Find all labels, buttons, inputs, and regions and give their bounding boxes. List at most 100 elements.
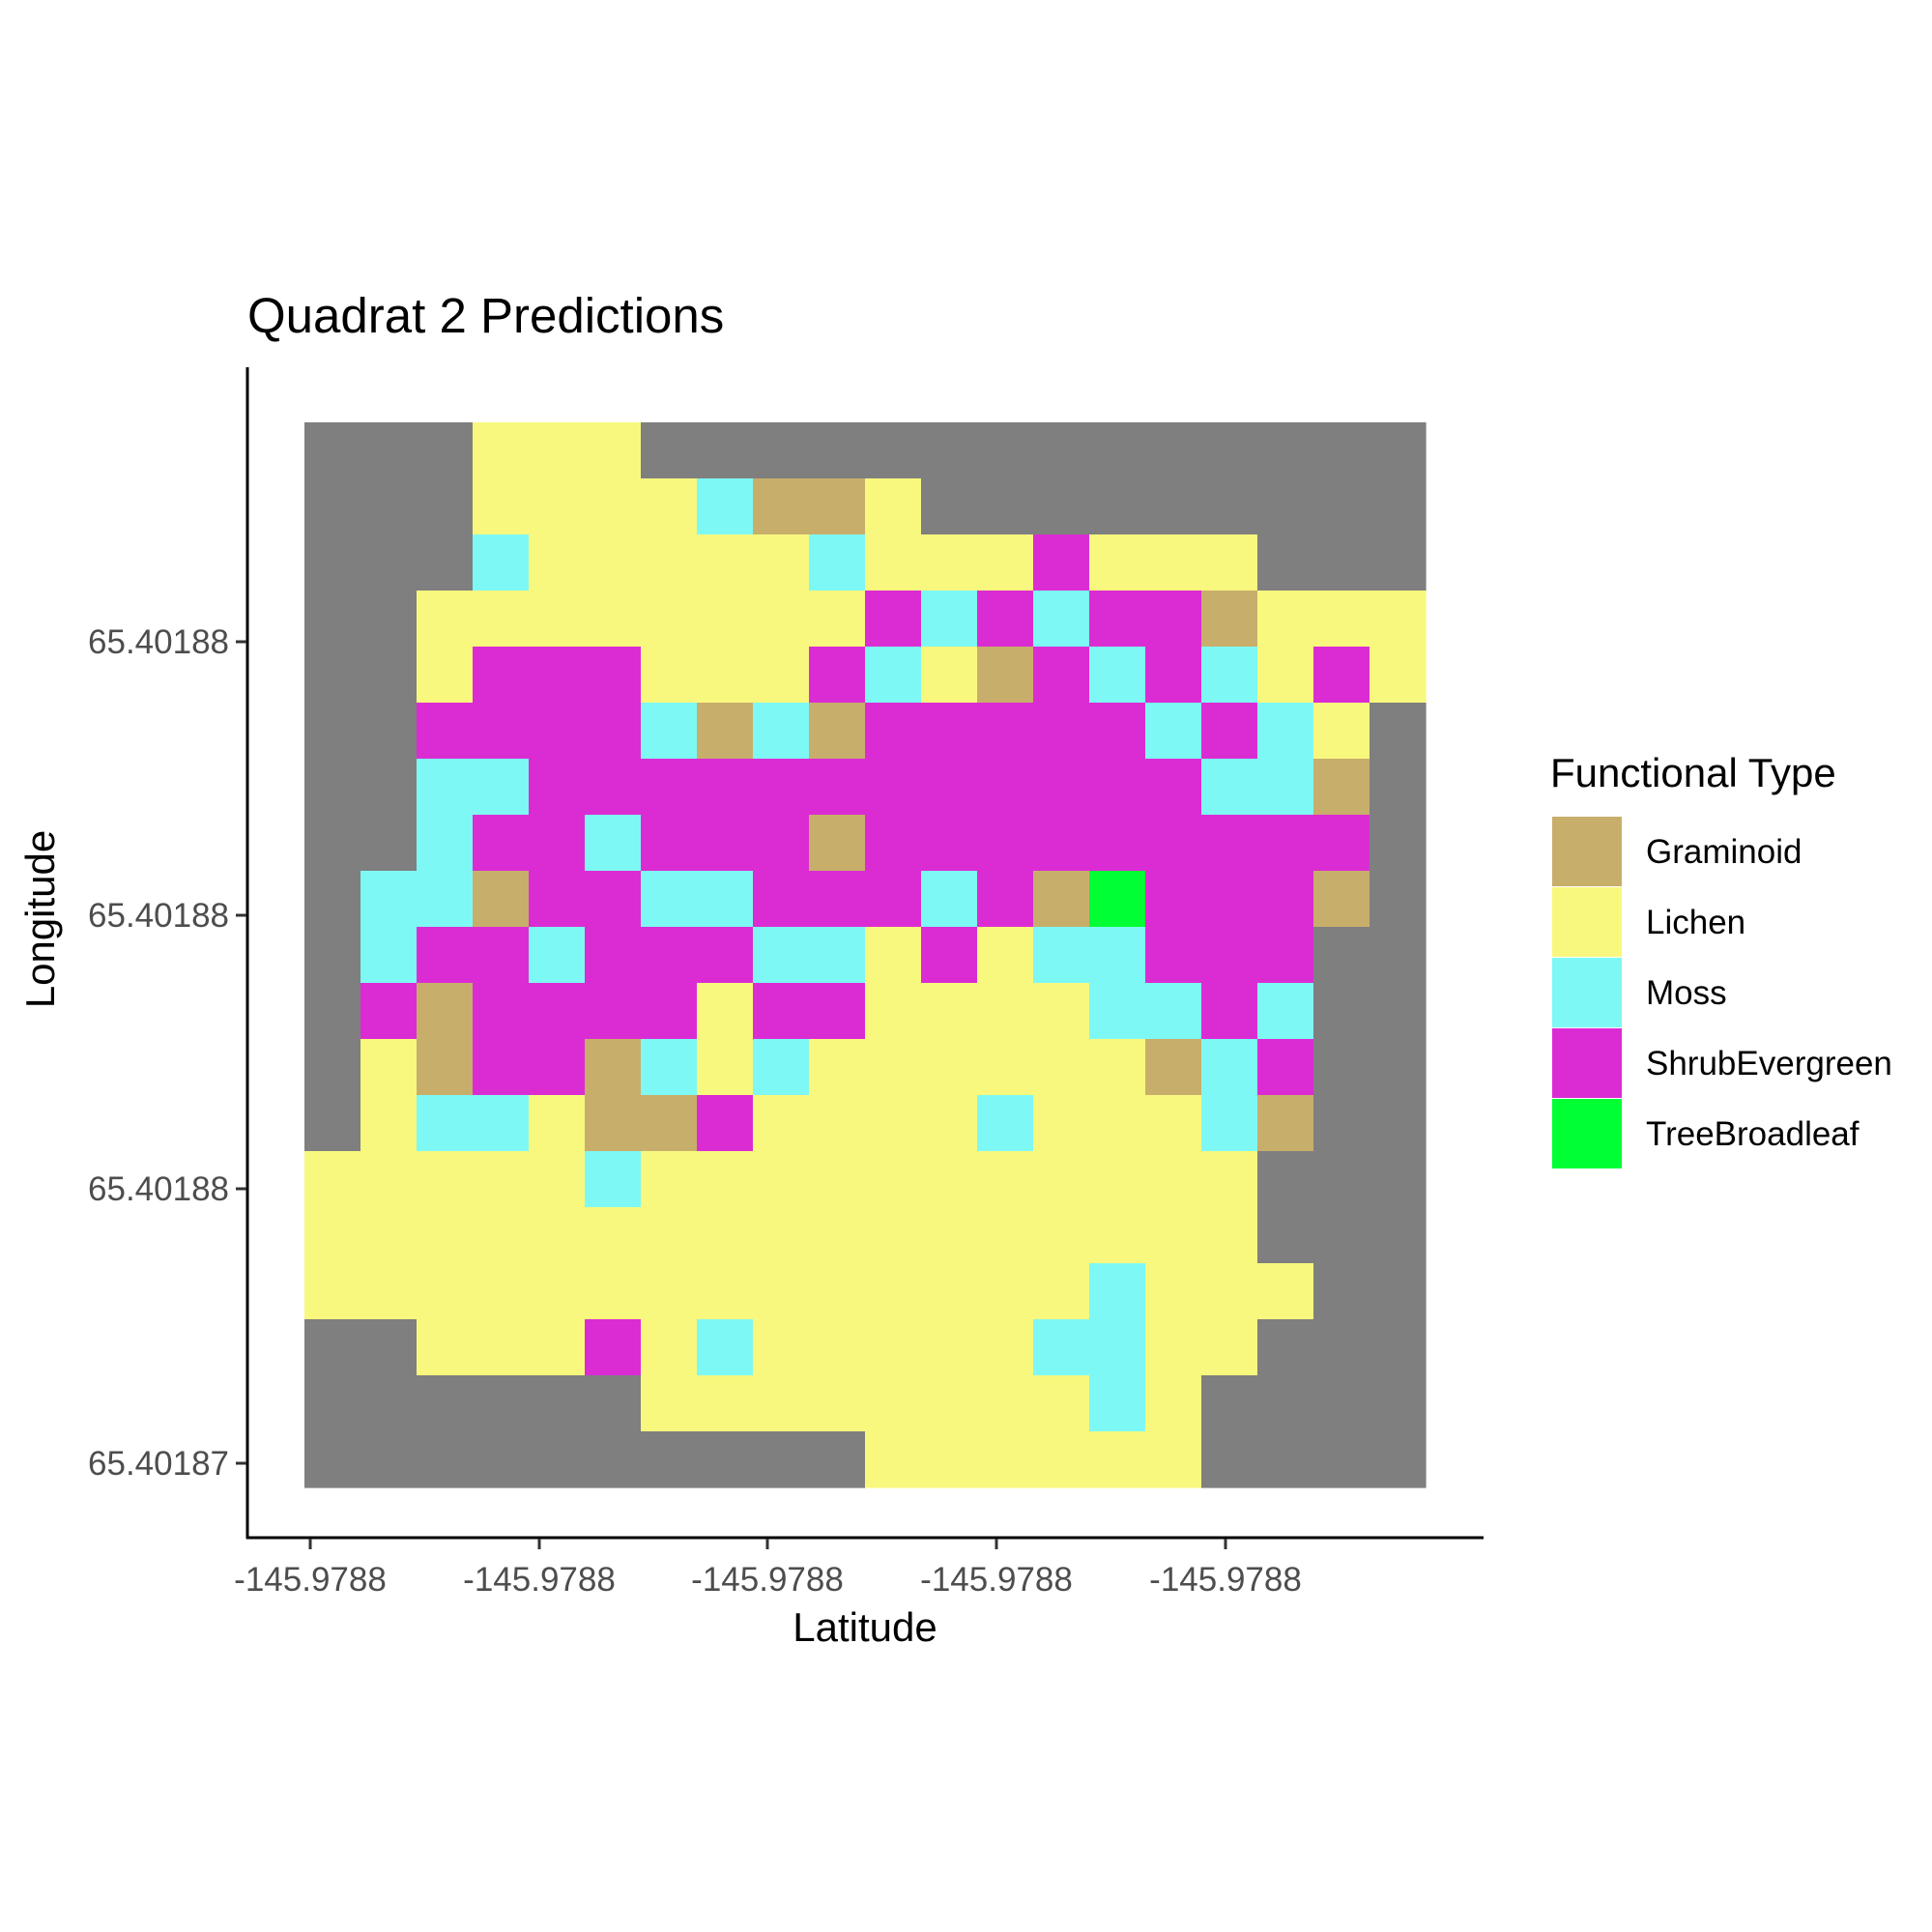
raster-cell (529, 1095, 586, 1152)
raster-cell (1313, 871, 1370, 928)
raster-cell (809, 983, 866, 1040)
raster-cell (529, 1431, 586, 1488)
raster-cell (977, 927, 1034, 984)
raster-cell (1313, 1039, 1370, 1096)
raster-cell (473, 591, 530, 648)
raster-cell (809, 1319, 866, 1376)
raster-cell (529, 871, 586, 928)
raster-cell (473, 1319, 530, 1376)
raster-cell (304, 422, 361, 479)
raster-cell (360, 1375, 418, 1432)
raster-cell (1089, 1431, 1146, 1488)
raster-cell (1370, 815, 1427, 872)
legend-swatch (1552, 1099, 1622, 1168)
raster-cell (809, 1207, 866, 1264)
raster-cell (641, 534, 698, 591)
raster-cell (1089, 1207, 1146, 1264)
raster-cell (1313, 591, 1370, 648)
raster-cell (1145, 703, 1202, 760)
raster-cell (1257, 478, 1314, 535)
raster-cell (529, 478, 586, 535)
raster-cell (1257, 703, 1314, 760)
raster-cell (753, 759, 810, 816)
raster-cell (1033, 1319, 1090, 1376)
raster-cell (697, 871, 754, 928)
y-tick-label: 65.40187 (88, 1445, 229, 1483)
raster-cell (1257, 1319, 1314, 1376)
raster-cell (1145, 927, 1202, 984)
raster-cell (641, 1263, 698, 1320)
raster-cell (1370, 1263, 1427, 1320)
raster-cell (417, 1207, 474, 1264)
raster-cell (1257, 1095, 1314, 1152)
raster-cell (1313, 759, 1370, 816)
raster-cell (1033, 1263, 1090, 1320)
raster-cell (641, 815, 698, 872)
raster-cell (417, 927, 474, 984)
raster-cell (473, 871, 530, 928)
raster-cell (585, 647, 642, 704)
raster-cell (921, 1263, 978, 1320)
raster-cell (1257, 1431, 1314, 1488)
raster-cell (1257, 983, 1314, 1040)
axes (245, 367, 1484, 1540)
raster-cell (529, 1375, 586, 1432)
raster-cell (360, 759, 418, 816)
raster-cell (1370, 647, 1427, 704)
raster-cell (1370, 422, 1427, 479)
x-tick-label: -145.9788 (234, 1561, 387, 1599)
raster-cell (304, 1375, 361, 1432)
raster-cell (809, 871, 866, 928)
raster-cell (697, 647, 754, 704)
raster-cell (865, 983, 922, 1040)
raster-cell (529, 927, 586, 984)
raster-cell (529, 759, 586, 816)
raster-cell (585, 703, 642, 760)
raster-cell (1313, 1431, 1370, 1488)
raster-cell (809, 927, 866, 984)
raster-cell (1313, 983, 1370, 1040)
raster-cell (921, 927, 978, 984)
raster-cell (865, 1263, 922, 1320)
raster-cell (697, 983, 754, 1040)
raster-cell (1145, 871, 1202, 928)
raster-cell (1313, 927, 1370, 984)
raster-cell (809, 759, 866, 816)
raster-cell (1313, 703, 1370, 760)
raster-cell (753, 1263, 810, 1320)
raster-cell (921, 1207, 978, 1264)
legend-label: TreeBroadleaf (1646, 1115, 1860, 1153)
raster-cell (1257, 759, 1314, 816)
raster-cell (921, 703, 978, 760)
raster-cell (360, 1319, 418, 1376)
raster-cell (1145, 1095, 1202, 1152)
legend-swatch (1552, 958, 1622, 1027)
raster-cell (529, 534, 586, 591)
raster-cell (360, 1151, 418, 1208)
raster-cell (473, 703, 530, 760)
raster-cell (529, 983, 586, 1040)
raster-cell (641, 927, 698, 984)
raster-cell (304, 1039, 361, 1096)
raster-cell (417, 1431, 474, 1488)
raster-cell (417, 1375, 474, 1432)
legend-swatch (1552, 887, 1622, 957)
raster-cell (1089, 1151, 1146, 1208)
raster-cell (697, 1263, 754, 1320)
raster-cell (473, 759, 530, 816)
raster-cell (697, 1375, 754, 1432)
raster-cell (360, 591, 418, 648)
raster-cell (585, 591, 642, 648)
raster-cell (585, 1151, 642, 1208)
raster-cell (641, 647, 698, 704)
raster-cell (1201, 983, 1258, 1040)
raster-cell (641, 871, 698, 928)
raster-cell (921, 1039, 978, 1096)
raster-cell (1089, 422, 1146, 479)
raster-cell (977, 1151, 1034, 1208)
raster-cell (697, 591, 754, 648)
raster-cell (304, 591, 361, 648)
raster-cell (1145, 647, 1202, 704)
raster-cell (921, 1375, 978, 1432)
raster-cell (1257, 647, 1314, 704)
